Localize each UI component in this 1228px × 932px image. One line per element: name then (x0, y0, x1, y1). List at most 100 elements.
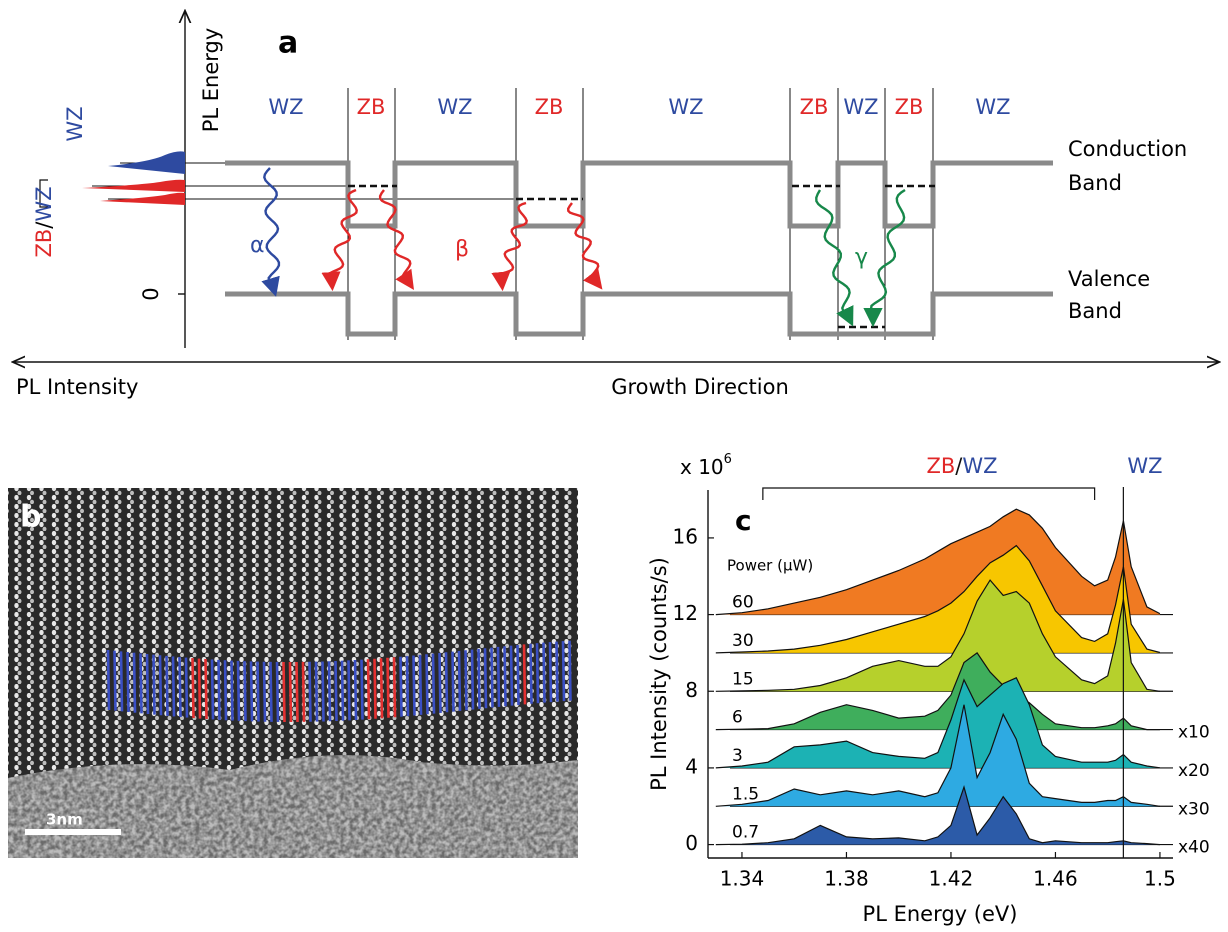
bracket (39, 179, 48, 208)
stacking-markers (106, 640, 572, 723)
stacking-marker (113, 650, 117, 711)
stacking-marker (353, 659, 358, 721)
stacking-marker (249, 661, 254, 722)
stacking-marker (340, 660, 345, 721)
stacking-marker (470, 649, 475, 710)
series-label: 1.5 (732, 784, 759, 804)
x-axis-label: Growth Direction (611, 375, 789, 399)
y-tick-label: 12 (673, 601, 698, 625)
spectrum-area (715, 787, 1160, 845)
stacking-marker (561, 641, 566, 702)
legend-title: Power (µW) (727, 557, 813, 575)
transition-arrow (863, 188, 906, 328)
region-label: ZB (357, 95, 386, 119)
stacking-marker (405, 656, 410, 717)
region-label: ZB (535, 95, 564, 119)
spectrum-line (715, 508, 1161, 616)
scale-label: 3nm (46, 811, 83, 829)
stacking-marker (496, 646, 501, 707)
y-tick-label: 0 (685, 831, 698, 855)
annotation: ZB/WZ (926, 454, 997, 478)
band-label: Conduction (1068, 137, 1187, 161)
stacking-marker (288, 661, 293, 723)
stacking-marker (145, 653, 150, 715)
spectrum-line (715, 579, 1160, 692)
stacking-marker (178, 656, 182, 718)
stacking-marker (126, 652, 130, 713)
scale-bar (25, 829, 121, 835)
spectrum-line (715, 652, 1160, 731)
stacking-marker (282, 661, 286, 723)
band-label: Band (1068, 171, 1122, 195)
stacking-marker (295, 661, 299, 722)
stacking-marker (555, 641, 559, 702)
x-tick-label: 1.38 (824, 867, 869, 891)
stacking-marker (444, 652, 449, 713)
x-tick-label: 1.34 (720, 867, 765, 891)
stacking-marker (152, 654, 156, 715)
transition-label: β (455, 237, 469, 262)
region-label: WZ (437, 95, 472, 119)
stacking-marker (451, 651, 455, 712)
stacking-marker (535, 643, 540, 704)
spectrum-area (715, 580, 1160, 692)
intensity-label: PL Intensity (16, 375, 138, 399)
stacking-marker (217, 659, 221, 720)
stacking-marker (106, 649, 111, 711)
stacking-marker (548, 642, 553, 703)
stacking-marker (509, 645, 514, 706)
stacking-marker (366, 659, 371, 720)
stacking-marker (483, 648, 488, 709)
transition-arrow (815, 189, 854, 327)
panel-label: a (278, 26, 298, 61)
series-label: 6 (732, 708, 743, 728)
x-tick-label: 1.42 (929, 867, 974, 891)
stacking-marker (529, 643, 533, 704)
stacking-marker (431, 653, 436, 714)
wz-text: WZ (962, 454, 997, 478)
y-axis-label: PL Intensity (counts/s) (647, 557, 671, 791)
stacking-marker (236, 660, 241, 721)
region-label: WZ (268, 95, 303, 119)
spectrum-area (715, 677, 1160, 768)
stacking-marker (275, 661, 280, 722)
scale-label: x30 (1178, 799, 1210, 819)
zb-text: ZB (926, 454, 955, 478)
band-label: Valence (1068, 267, 1150, 291)
transition-arrow (321, 188, 358, 292)
stacking-marker (119, 651, 124, 712)
band-label: Band (1068, 299, 1122, 323)
valence-band (225, 291, 1053, 337)
stacking-marker (321, 661, 325, 722)
y-axis-label: PL Energy (199, 28, 223, 133)
stacking-marker (490, 647, 494, 708)
series-label: 15 (732, 669, 754, 689)
transition-arrow (566, 202, 603, 290)
y-tick-label: 4 (685, 754, 698, 778)
stacking-marker (223, 660, 228, 721)
stacking-marker (308, 661, 312, 722)
stacking-marker (132, 652, 137, 713)
spectrum-line (715, 704, 1160, 807)
spectrum-line (715, 785, 1160, 846)
stacking-marker (568, 640, 572, 701)
region-label: WZ (975, 95, 1010, 119)
stacking-marker (210, 659, 215, 720)
zb-text: ZB (32, 229, 56, 258)
spectrum-line (715, 544, 1161, 654)
x-tick-label: 1.46 (1033, 867, 1078, 891)
stacking-marker (165, 655, 169, 716)
stacking-marker (418, 654, 423, 715)
stacking-marker (139, 653, 143, 714)
stacking-marker (360, 659, 364, 720)
panel-a: a PL Energy 0 PL Intensity Growth Direct… (14, 12, 1218, 399)
stacking-marker (477, 648, 481, 709)
x-axis-label: PL Energy (eV) (863, 902, 1018, 926)
separator: / (32, 221, 56, 229)
zero-label: 0 (139, 287, 163, 300)
transition-arrow (378, 189, 414, 290)
transition-arrow (491, 201, 528, 292)
bracket (762, 487, 1096, 500)
spectrum-area (715, 509, 1160, 615)
